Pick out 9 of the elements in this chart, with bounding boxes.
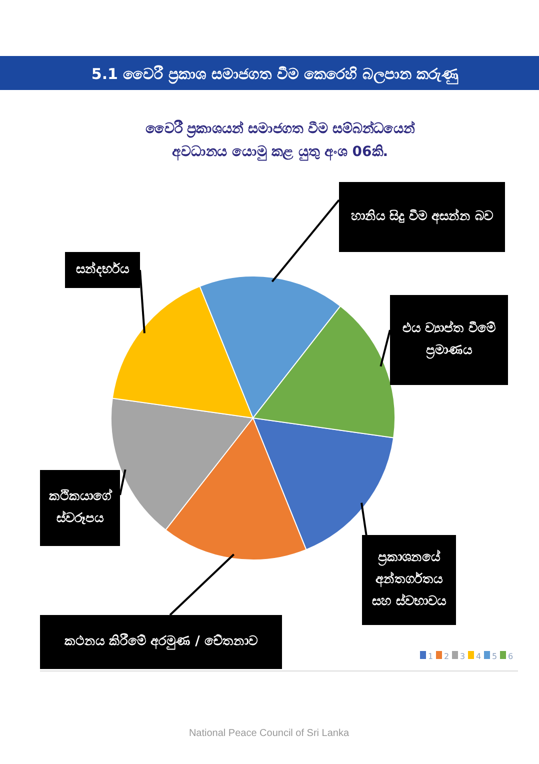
legend-label: 6 (508, 652, 514, 661)
legend-label: 3 (460, 652, 466, 661)
legend-label: 1 (428, 652, 434, 661)
text: National Peace Council of Sri Lanka (188, 728, 350, 739)
chart-title: 5.1 වෛරී ප්‍රකාශ සමාජගත වීම කෙරෙහි බලපාන කරුණු (91, 65, 459, 85)
legend-label: 2 (444, 652, 450, 661)
legend-label: 4 (476, 652, 482, 661)
chart-subtitle: වෛරී ප්‍රකාශයන් සමාජගත වීම සම්බන්ධයෙන් අවධානය යොමු කළ යුතු අංශ 06කි. (145, 120, 416, 162)
legend-label: 5 (492, 652, 498, 661)
